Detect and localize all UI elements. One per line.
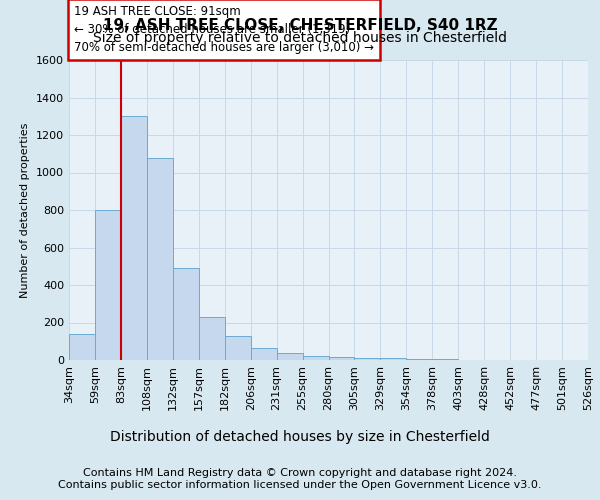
Bar — [329, 357, 355, 360]
Y-axis label: Number of detached properties: Number of detached properties — [20, 122, 31, 298]
Bar — [355, 358, 380, 360]
Bar — [69, 334, 95, 360]
Bar — [406, 359, 432, 360]
Text: Contains public sector information licensed under the Open Government Licence v3: Contains public sector information licen… — [58, 480, 542, 490]
Text: Size of property relative to detached houses in Chesterfield: Size of property relative to detached ho… — [93, 31, 507, 45]
Bar — [121, 116, 147, 360]
Bar — [199, 317, 224, 360]
Bar — [225, 336, 251, 360]
Bar — [251, 348, 277, 360]
Bar — [147, 158, 173, 360]
Bar — [173, 268, 199, 360]
Bar — [95, 210, 121, 360]
Text: 19, ASH TREE CLOSE, CHESTERFIELD, S40 1RZ: 19, ASH TREE CLOSE, CHESTERFIELD, S40 1R… — [103, 18, 497, 32]
Text: Distribution of detached houses by size in Chesterfield: Distribution of detached houses by size … — [110, 430, 490, 444]
Text: 19 ASH TREE CLOSE: 91sqm
← 30% of detached houses are smaller (1,319)
70% of sem: 19 ASH TREE CLOSE: 91sqm ← 30% of detach… — [74, 5, 374, 54]
Text: Contains HM Land Registry data © Crown copyright and database right 2024.: Contains HM Land Registry data © Crown c… — [83, 468, 517, 477]
Bar — [380, 358, 406, 360]
Bar — [302, 356, 329, 360]
Bar — [277, 354, 302, 360]
